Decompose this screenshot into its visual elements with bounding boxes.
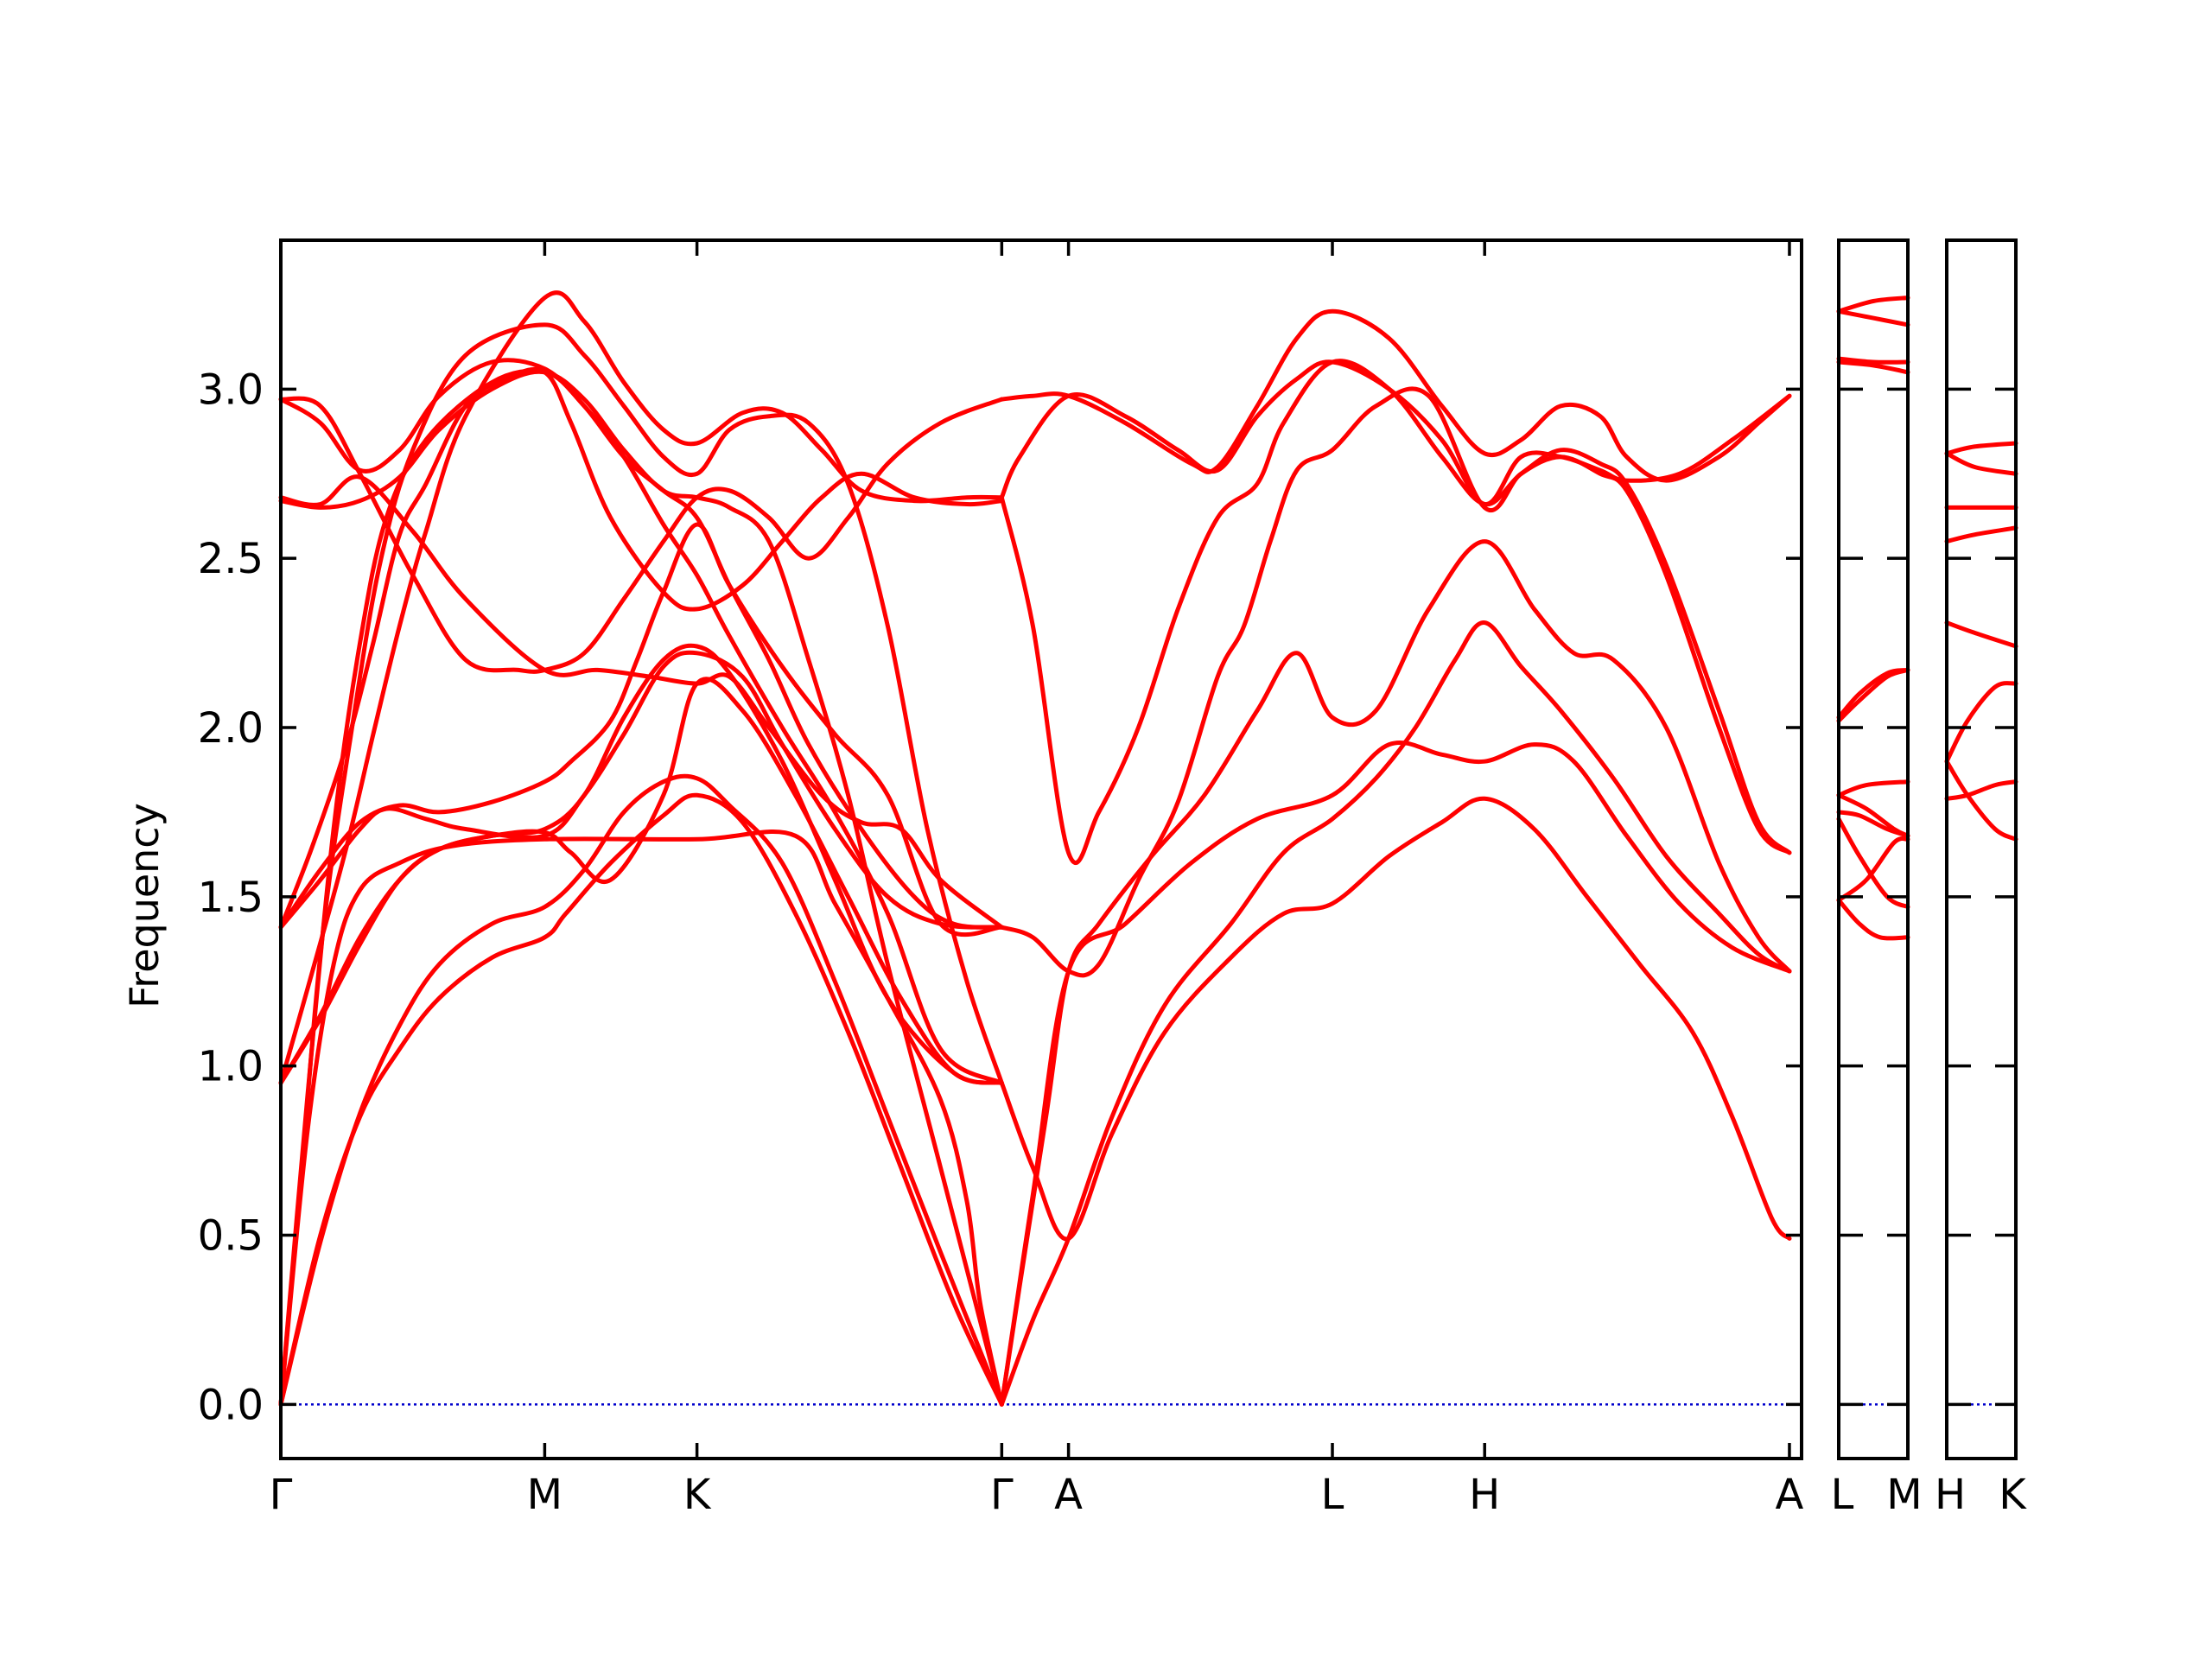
band-line-main-1	[278, 792, 1004, 1407]
x-tick-label-M: M	[527, 1471, 563, 1519]
x-tick-label-A: A	[1054, 1471, 1083, 1519]
x-tick-label-K: K	[1999, 1471, 2027, 1519]
y-tick-label: 3.0	[198, 365, 264, 414]
band-line-main-23	[999, 359, 1792, 506]
band-line-H-K-1	[1944, 779, 2018, 801]
band-line-main-16	[999, 740, 1792, 1407]
x-tick-label-L: L	[1831, 1471, 1854, 1519]
band-line-L-M-6	[1836, 779, 1910, 798]
x-tick-label-M: M	[1886, 1471, 1922, 1519]
band-line-L-M-3	[1836, 836, 1910, 903]
band-line-main-15	[278, 396, 1004, 674]
band-line-L-M-1	[1836, 898, 1910, 941]
x-tick-label-A: A	[1776, 1471, 1804, 1519]
band-line-L-M-12	[1836, 296, 1910, 314]
band-line-main-12	[278, 322, 1004, 1407]
band-line-main-19	[999, 620, 1792, 1407]
band-line-H-K-3	[1944, 681, 2018, 764]
band-line-main-17	[999, 539, 1792, 1407]
band-line-H-K-8	[1944, 441, 2018, 456]
y-axis-title: Frequency	[121, 803, 168, 1008]
band-line-main-20	[999, 386, 1792, 978]
band-line-H-K-2	[1944, 759, 2018, 842]
plot-frame-L-M	[1837, 238, 1910, 1460]
band-line-main-11	[278, 368, 1004, 1407]
band-line-main-3	[278, 829, 1004, 1407]
band-line-L-M-5	[1836, 810, 1910, 838]
band-line-H-K-7	[1944, 451, 2018, 476]
x-tick-label-Γ: Γ	[270, 1471, 293, 1519]
y-tick-label: 0.5	[198, 1212, 264, 1261]
plot-frame-H-K	[1945, 238, 2018, 1460]
band-line-H-K-5	[1944, 525, 2018, 544]
y-tick-label: 2.0	[198, 704, 264, 753]
band-line-main-18	[999, 796, 1792, 1242]
band-line-L-M-7	[1836, 667, 1910, 723]
frames-layer	[279, 238, 2018, 1460]
y-tick-label: 1.0	[198, 1043, 264, 1091]
band-line-L-M-4	[1836, 792, 1910, 838]
band-line-L-M-11	[1836, 308, 1910, 327]
band-line-main-5	[278, 643, 1004, 1085]
ticks-layer	[279, 240, 2018, 1459]
bands-layer	[278, 290, 2018, 1407]
band-line-L-M-8	[1836, 667, 1910, 720]
band-line-main-2	[278, 773, 1004, 1407]
x-tick-label-H: H	[1935, 1471, 1966, 1519]
band-line-main-7	[278, 522, 1004, 938]
x-tick-label-K: K	[683, 1471, 712, 1519]
band-line-L-M-9	[1836, 359, 1910, 375]
x-tick-label-Γ: Γ	[990, 1471, 1014, 1519]
band-line-main-13	[278, 290, 1004, 1085]
x-tick-label-L: L	[1321, 1471, 1344, 1519]
y-tick-label: 0.0	[198, 1381, 264, 1429]
y-tick-label: 1.5	[198, 874, 264, 922]
band-line-main-14	[278, 366, 1004, 930]
band-line-L-M-10	[1836, 356, 1910, 365]
labels-layer: 0.00.51.01.52.02.53.0Γ M K Γ A L H A L M H K	[198, 365, 2028, 1519]
plot-frame-main	[279, 238, 1803, 1460]
band-line-main-9	[278, 369, 1004, 1085]
x-tick-label-H: H	[1469, 1471, 1500, 1519]
band-line-H-K-4	[1944, 620, 2018, 649]
y-tick-label: 2.5	[198, 535, 264, 583]
band-line-main-4	[278, 677, 1004, 1085]
band-line-L-M-2	[1836, 817, 1910, 910]
band-line-main-6	[278, 650, 1004, 930]
band-line-main-21	[999, 359, 1792, 865]
